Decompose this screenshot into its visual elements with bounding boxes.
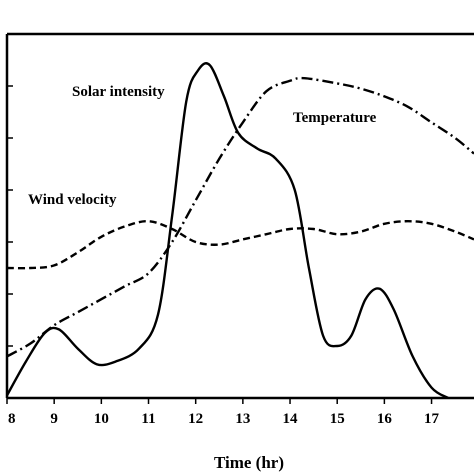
series-solar-intensity-line [5,62,449,400]
series-lines [5,62,474,400]
series-label-wind-velocity: Wind velocity [28,192,117,208]
y-axis-ticks [7,85,13,347]
x-tick-label-12: 12 [188,411,203,427]
x-tick-label-10: 10 [94,411,109,427]
x-axis-ticks: 8 9 10 11 12 13 14 15 16 17 [6,398,440,427]
series-labels: Solar intensity Temperature Wind velocity [28,84,377,208]
x-tick-label-8: 8 [8,411,16,427]
series-wind-velocity-line [6,219,474,270]
x-tick-label-11: 11 [141,411,155,427]
x-tick-label-17: 17 [424,411,440,427]
series-temperature-line [6,76,474,358]
x-tick-label-13: 13 [235,411,250,427]
x-axis-title: Time (hr) [214,453,284,472]
series-label-temperature: Temperature [293,110,377,126]
plot-frame [5,32,474,400]
series-label-solar-intensity: Solar intensity [72,84,165,100]
x-tick-label-16: 16 [377,411,393,427]
x-tick-label-14: 14 [283,411,299,427]
x-tick-label-9: 9 [50,411,58,427]
x-tick-label-15: 15 [330,411,345,427]
